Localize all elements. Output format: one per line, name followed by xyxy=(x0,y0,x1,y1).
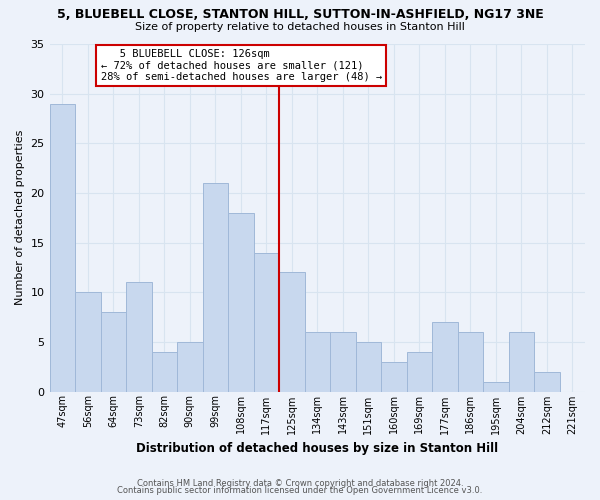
Bar xyxy=(458,332,483,392)
Text: Contains HM Land Registry data © Crown copyright and database right 2024.: Contains HM Land Registry data © Crown c… xyxy=(137,478,463,488)
Bar xyxy=(228,213,254,392)
Y-axis label: Number of detached properties: Number of detached properties xyxy=(15,130,25,306)
Text: Contains public sector information licensed under the Open Government Licence v3: Contains public sector information licen… xyxy=(118,486,482,495)
Text: 5 BLUEBELL CLOSE: 126sqm
← 72% of detached houses are smaller (121)
28% of semi-: 5 BLUEBELL CLOSE: 126sqm ← 72% of detach… xyxy=(101,49,382,82)
Bar xyxy=(203,183,228,392)
Bar xyxy=(279,272,305,392)
Bar xyxy=(407,352,432,392)
Bar xyxy=(432,322,458,392)
Bar xyxy=(75,292,101,392)
X-axis label: Distribution of detached houses by size in Stanton Hill: Distribution of detached houses by size … xyxy=(136,442,499,455)
Bar xyxy=(381,362,407,392)
Text: Size of property relative to detached houses in Stanton Hill: Size of property relative to detached ho… xyxy=(135,22,465,32)
Bar xyxy=(509,332,534,392)
Bar xyxy=(126,282,152,392)
Bar xyxy=(305,332,330,392)
Bar xyxy=(330,332,356,392)
Bar xyxy=(177,342,203,392)
Bar xyxy=(254,252,279,392)
Text: 5, BLUEBELL CLOSE, STANTON HILL, SUTTON-IN-ASHFIELD, NG17 3NE: 5, BLUEBELL CLOSE, STANTON HILL, SUTTON-… xyxy=(56,8,544,20)
Bar xyxy=(101,312,126,392)
Bar xyxy=(152,352,177,392)
Bar xyxy=(50,104,75,392)
Bar xyxy=(483,382,509,392)
Bar xyxy=(356,342,381,392)
Bar xyxy=(534,372,560,392)
